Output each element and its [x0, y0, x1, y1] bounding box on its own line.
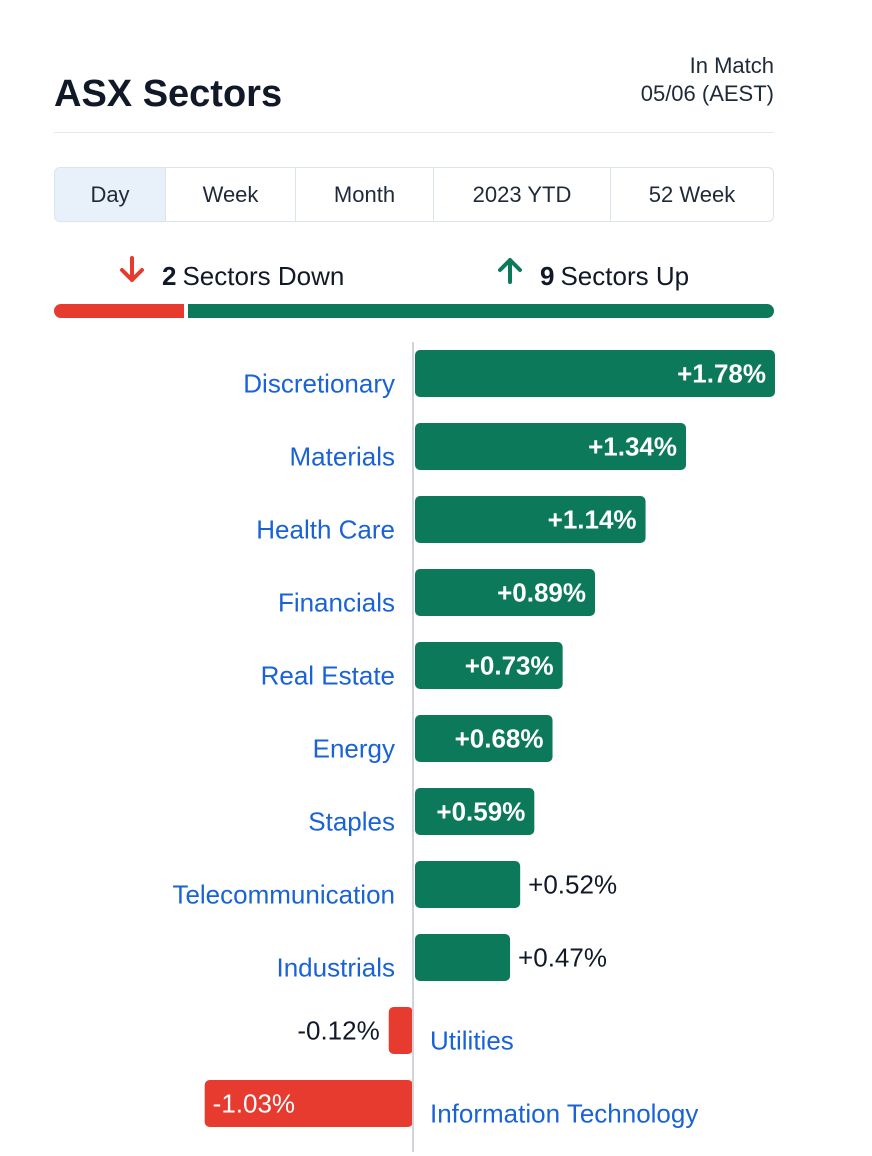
- value-label-discretionary: +1.78%: [677, 359, 766, 389]
- bar-telecommunication: [415, 861, 521, 908]
- value-label-staples: +0.59%: [436, 797, 525, 827]
- sector-link-health-care[interactable]: Health Care: [256, 515, 395, 545]
- period-tabs: Day Week Month 2023 YTD 52 Week: [54, 167, 774, 222]
- bar-health-care: [415, 496, 646, 543]
- breadth-bar-up: [188, 304, 774, 318]
- sectors-up-label: Sectors Up: [560, 260, 690, 291]
- market-status-date: 05/06 (AEST): [640, 81, 774, 106]
- header-divider: [54, 132, 774, 133]
- sectors-down-label: Sectors Down: [182, 260, 345, 291]
- tab-week[interactable]: Week: [166, 168, 296, 221]
- tab-2023-ytd[interactable]: 2023 YTD: [434, 168, 611, 221]
- value-label-telecommunication: +0.52%: [528, 870, 617, 900]
- value-label-energy: +0.68%: [455, 724, 544, 754]
- value-label-financials: +0.89%: [497, 578, 586, 608]
- arrow-up-icon: [494, 254, 526, 297]
- value-label-materials: +1.34%: [588, 432, 677, 462]
- bar-materials: [415, 423, 687, 470]
- sectors-down-count: 2: [162, 260, 177, 291]
- value-label-industrials: +0.47%: [518, 943, 607, 973]
- sector-link-real-estate[interactable]: Real Estate: [261, 661, 395, 691]
- sectors-down-summary: 2 Sectors Down: [116, 254, 344, 297]
- tab-52-week[interactable]: 52 Week: [648, 182, 736, 207]
- value-label-utilities: -0.12%: [297, 1016, 379, 1046]
- bar-information-technology: [204, 1080, 413, 1127]
- bar-utilities: [388, 1007, 413, 1054]
- breadth-bar-down: [54, 304, 184, 318]
- sector-link-information-technology[interactable]: Information Technology: [430, 1099, 698, 1129]
- page-title: ASX Sectors: [54, 73, 283, 115]
- bar-energy: [415, 715, 553, 762]
- sector-link-financials[interactable]: Financials: [278, 588, 395, 618]
- value-label-information-technology: -1.03%: [213, 1089, 295, 1119]
- tab-day[interactable]: Day: [55, 168, 166, 221]
- sectors-up-summary: 9 Sectors Up: [494, 254, 689, 297]
- bar-industrials: [415, 934, 511, 981]
- bar-staples: [415, 788, 535, 835]
- bar-real-estate: [415, 642, 563, 689]
- market-status: In Match 05/06 (AEST): [641, 52, 774, 108]
- sector-link-telecommunication[interactable]: Telecommunication: [172, 880, 395, 910]
- sector-link-utilities[interactable]: Utilities: [430, 1026, 514, 1056]
- sector-link-industrials[interactable]: Industrials: [277, 953, 396, 983]
- value-label-health-care: +1.14%: [548, 505, 637, 535]
- sector-link-staples[interactable]: Staples: [308, 807, 395, 837]
- sector-link-materials[interactable]: Materials: [290, 442, 395, 472]
- value-label-real-estate: +0.73%: [465, 651, 554, 681]
- bar-discretionary: [415, 350, 775, 397]
- breadth-bar: [54, 304, 774, 318]
- sector-link-discretionary[interactable]: Discretionary: [243, 369, 395, 399]
- tab-month[interactable]: Month: [296, 168, 434, 221]
- sectors-up-count: 9: [540, 260, 555, 291]
- sector-link-energy[interactable]: Energy: [313, 734, 395, 764]
- arrow-down-icon: [116, 254, 148, 297]
- market-status-label: In Match: [689, 53, 774, 78]
- bar-financials: [415, 569, 595, 616]
